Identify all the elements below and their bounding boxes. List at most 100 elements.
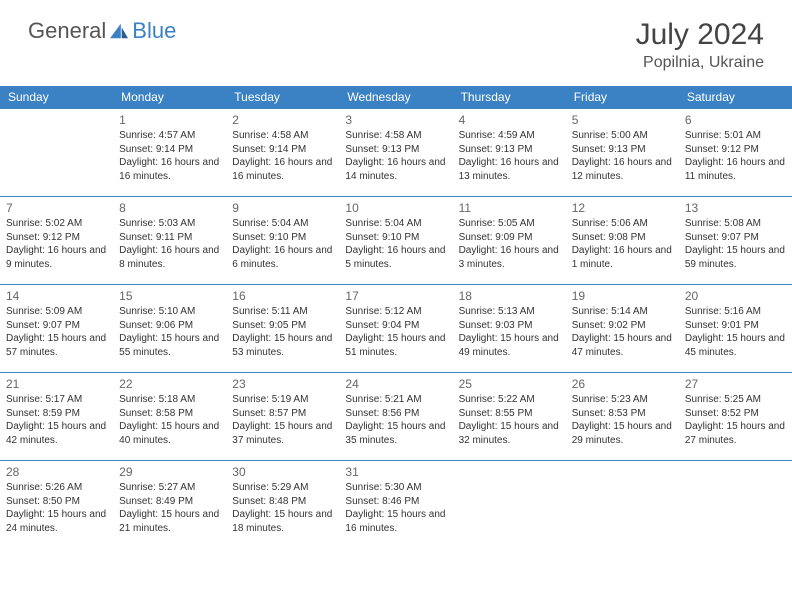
- daylight-line: Daylight: 16 hours and 3 minutes.: [459, 244, 560, 271]
- calendar-day-cell: 9Sunrise: 5:04 AMSunset: 9:10 PMDaylight…: [226, 197, 339, 285]
- sunrise-line: Sunrise: 4:59 AM: [459, 129, 560, 143]
- daylight-line: Daylight: 15 hours and 51 minutes.: [345, 332, 446, 359]
- weekday-header-row: SundayMondayTuesdayWednesdayThursdayFrid…: [0, 86, 792, 109]
- sunrise-line: Sunrise: 5:23 AM: [572, 393, 673, 407]
- sunrise-line: Sunrise: 5:26 AM: [6, 481, 107, 495]
- sunrise-line: Sunrise: 5:27 AM: [119, 481, 220, 495]
- day-number: 2: [232, 112, 333, 128]
- weekday-header: Tuesday: [226, 86, 339, 109]
- sunset-line: Sunset: 8:48 PM: [232, 495, 333, 509]
- header: General Blue July 2024 Popilnia, Ukraine: [0, 0, 792, 80]
- day-number: 26: [572, 376, 673, 392]
- day-number: 14: [6, 288, 107, 304]
- calendar-day-cell: [0, 109, 113, 197]
- sunrise-line: Sunrise: 5:29 AM: [232, 481, 333, 495]
- calendar-week-row: 7Sunrise: 5:02 AMSunset: 9:12 PMDaylight…: [0, 197, 792, 285]
- calendar-day-cell: 26Sunrise: 5:23 AMSunset: 8:53 PMDayligh…: [566, 373, 679, 461]
- daylight-line: Daylight: 15 hours and 21 minutes.: [119, 508, 220, 535]
- sunrise-line: Sunrise: 5:30 AM: [345, 481, 446, 495]
- calendar-day-cell: 28Sunrise: 5:26 AMSunset: 8:50 PMDayligh…: [0, 461, 113, 549]
- day-number: 30: [232, 464, 333, 480]
- day-number: 13: [685, 200, 786, 216]
- daylight-line: Daylight: 15 hours and 40 minutes.: [119, 420, 220, 447]
- sunrise-line: Sunrise: 4:58 AM: [345, 129, 446, 143]
- day-number: 20: [685, 288, 786, 304]
- calendar-week-row: 14Sunrise: 5:09 AMSunset: 9:07 PMDayligh…: [0, 285, 792, 373]
- weekday-header: Friday: [566, 86, 679, 109]
- calendar-day-cell: 30Sunrise: 5:29 AMSunset: 8:48 PMDayligh…: [226, 461, 339, 549]
- sunset-line: Sunset: 9:14 PM: [232, 143, 333, 157]
- sunset-line: Sunset: 8:56 PM: [345, 407, 446, 421]
- sunrise-line: Sunrise: 4:58 AM: [232, 129, 333, 143]
- sunset-line: Sunset: 8:59 PM: [6, 407, 107, 421]
- weekday-header: Thursday: [453, 86, 566, 109]
- sunset-line: Sunset: 9:04 PM: [345, 319, 446, 333]
- sunrise-line: Sunrise: 5:11 AM: [232, 305, 333, 319]
- day-number: 24: [345, 376, 446, 392]
- sunset-line: Sunset: 9:10 PM: [232, 231, 333, 245]
- sunset-line: Sunset: 9:05 PM: [232, 319, 333, 333]
- day-number: 6: [685, 112, 786, 128]
- sunrise-line: Sunrise: 5:05 AM: [459, 217, 560, 231]
- day-number: 17: [345, 288, 446, 304]
- location-label: Popilnia, Ukraine: [636, 54, 764, 72]
- daylight-line: Daylight: 15 hours and 49 minutes.: [459, 332, 560, 359]
- calendar-day-cell: 19Sunrise: 5:14 AMSunset: 9:02 PMDayligh…: [566, 285, 679, 373]
- sunset-line: Sunset: 9:12 PM: [685, 143, 786, 157]
- daylight-line: Daylight: 16 hours and 11 minutes.: [685, 156, 786, 183]
- day-number: 12: [572, 200, 673, 216]
- daylight-line: Daylight: 16 hours and 9 minutes.: [6, 244, 107, 271]
- calendar-table: SundayMondayTuesdayWednesdayThursdayFrid…: [0, 86, 792, 549]
- calendar-week-row: 21Sunrise: 5:17 AMSunset: 8:59 PMDayligh…: [0, 373, 792, 461]
- logo-text-general: General: [28, 18, 106, 44]
- sunrise-line: Sunrise: 5:22 AM: [459, 393, 560, 407]
- calendar-day-cell: 15Sunrise: 5:10 AMSunset: 9:06 PMDayligh…: [113, 285, 226, 373]
- sunrise-line: Sunrise: 5:14 AM: [572, 305, 673, 319]
- sunset-line: Sunset: 9:02 PM: [572, 319, 673, 333]
- day-number: 5: [572, 112, 673, 128]
- day-number: 1: [119, 112, 220, 128]
- calendar-day-cell: 1Sunrise: 4:57 AMSunset: 9:14 PMDaylight…: [113, 109, 226, 197]
- calendar-day-cell: 22Sunrise: 5:18 AMSunset: 8:58 PMDayligh…: [113, 373, 226, 461]
- day-number: 29: [119, 464, 220, 480]
- calendar-day-cell: 24Sunrise: 5:21 AMSunset: 8:56 PMDayligh…: [339, 373, 452, 461]
- sunset-line: Sunset: 9:13 PM: [572, 143, 673, 157]
- sunrise-line: Sunrise: 5:10 AM: [119, 305, 220, 319]
- day-number: 3: [345, 112, 446, 128]
- sunrise-line: Sunrise: 5:25 AM: [685, 393, 786, 407]
- calendar-day-cell: [566, 461, 679, 549]
- daylight-line: Daylight: 16 hours and 12 minutes.: [572, 156, 673, 183]
- daylight-line: Daylight: 16 hours and 1 minute.: [572, 244, 673, 271]
- sunset-line: Sunset: 9:11 PM: [119, 231, 220, 245]
- sunrise-line: Sunrise: 5:17 AM: [6, 393, 107, 407]
- daylight-line: Daylight: 16 hours and 8 minutes.: [119, 244, 220, 271]
- sunset-line: Sunset: 9:01 PM: [685, 319, 786, 333]
- weekday-header: Saturday: [679, 86, 792, 109]
- calendar-day-cell: [679, 461, 792, 549]
- calendar-day-cell: 23Sunrise: 5:19 AMSunset: 8:57 PMDayligh…: [226, 373, 339, 461]
- day-number: 9: [232, 200, 333, 216]
- day-number: 7: [6, 200, 107, 216]
- calendar-week-row: 1Sunrise: 4:57 AMSunset: 9:14 PMDaylight…: [0, 109, 792, 197]
- daylight-line: Daylight: 15 hours and 37 minutes.: [232, 420, 333, 447]
- day-number: 27: [685, 376, 786, 392]
- day-number: 10: [345, 200, 446, 216]
- daylight-line: Daylight: 15 hours and 55 minutes.: [119, 332, 220, 359]
- sunset-line: Sunset: 8:58 PM: [119, 407, 220, 421]
- daylight-line: Daylight: 15 hours and 42 minutes.: [6, 420, 107, 447]
- sunrise-line: Sunrise: 5:00 AM: [572, 129, 673, 143]
- sunrise-line: Sunrise: 4:57 AM: [119, 129, 220, 143]
- calendar-day-cell: 2Sunrise: 4:58 AMSunset: 9:14 PMDaylight…: [226, 109, 339, 197]
- calendar-day-cell: 4Sunrise: 4:59 AMSunset: 9:13 PMDaylight…: [453, 109, 566, 197]
- weekday-header: Sunday: [0, 86, 113, 109]
- day-number: 8: [119, 200, 220, 216]
- sunrise-line: Sunrise: 5:16 AM: [685, 305, 786, 319]
- daylight-line: Daylight: 15 hours and 53 minutes.: [232, 332, 333, 359]
- calendar-day-cell: 16Sunrise: 5:11 AMSunset: 9:05 PMDayligh…: [226, 285, 339, 373]
- month-title: July 2024: [636, 18, 764, 52]
- daylight-line: Daylight: 16 hours and 16 minutes.: [232, 156, 333, 183]
- sunset-line: Sunset: 9:09 PM: [459, 231, 560, 245]
- sunset-line: Sunset: 8:49 PM: [119, 495, 220, 509]
- sunrise-line: Sunrise: 5:02 AM: [6, 217, 107, 231]
- day-number: 18: [459, 288, 560, 304]
